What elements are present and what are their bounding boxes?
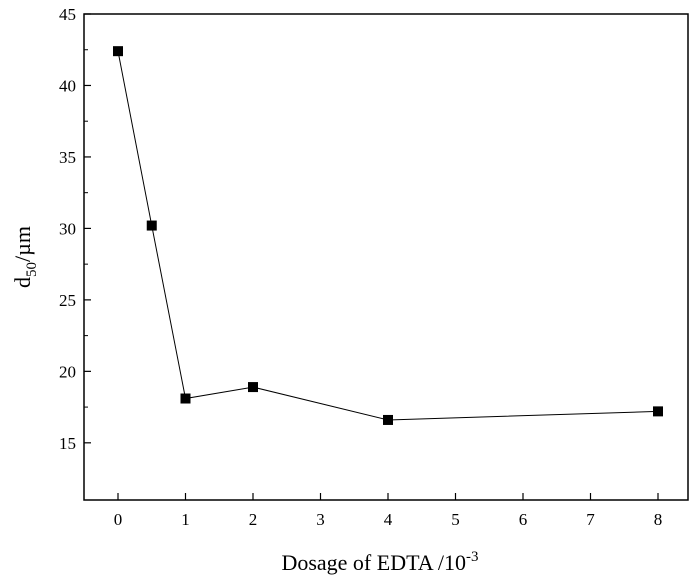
data-point (653, 406, 663, 417)
y-tick-label: 40 (59, 76, 76, 95)
data-point (146, 220, 157, 231)
y-axis-title: d50/µm (10, 226, 40, 288)
x-tick-label: 0 (114, 510, 123, 529)
x-tick-label: 6 (519, 510, 528, 529)
y-axis-title-subscript: 50 (24, 262, 40, 277)
plot-frame (83, 13, 689, 501)
y-tick-label: 20 (59, 362, 76, 381)
x-tick-label: 2 (249, 510, 258, 529)
series-line (117, 51, 659, 421)
x-axis-title: Dosage of EDTA /10-3 (281, 549, 478, 575)
y-tick-label: 15 (59, 434, 76, 453)
y-tick-label: 45 (59, 5, 76, 24)
x-axis-ticks: 0 1 2 3 4 5 6 7 8 (114, 493, 663, 529)
x-tick-label: 4 (384, 510, 393, 529)
y-axis-title-symbol: d (10, 277, 35, 288)
y-tick-label: 35 (59, 148, 76, 167)
x-axis-title-exponent: -3 (466, 549, 479, 565)
data-point (180, 393, 191, 404)
x-tick-label: 5 (451, 510, 460, 529)
x-tick-label: 1 (181, 510, 190, 529)
data-point (383, 414, 393, 425)
x-tick-label: 3 (316, 510, 325, 529)
y-tick-label: 25 (59, 291, 76, 310)
series-layer (113, 46, 663, 425)
x-tick-label: 8 (654, 510, 663, 529)
y-axis-title-unit: /µm (10, 226, 35, 262)
y-axis-ticks: 15 20 25 30 35 40 45 (59, 5, 91, 453)
y-tick-label: 30 (59, 219, 76, 238)
data-point (113, 46, 123, 57)
data-point (248, 382, 258, 393)
x-tick-label: 7 (586, 510, 595, 529)
x-axis-title-text: Dosage of EDTA /10 (281, 550, 466, 575)
